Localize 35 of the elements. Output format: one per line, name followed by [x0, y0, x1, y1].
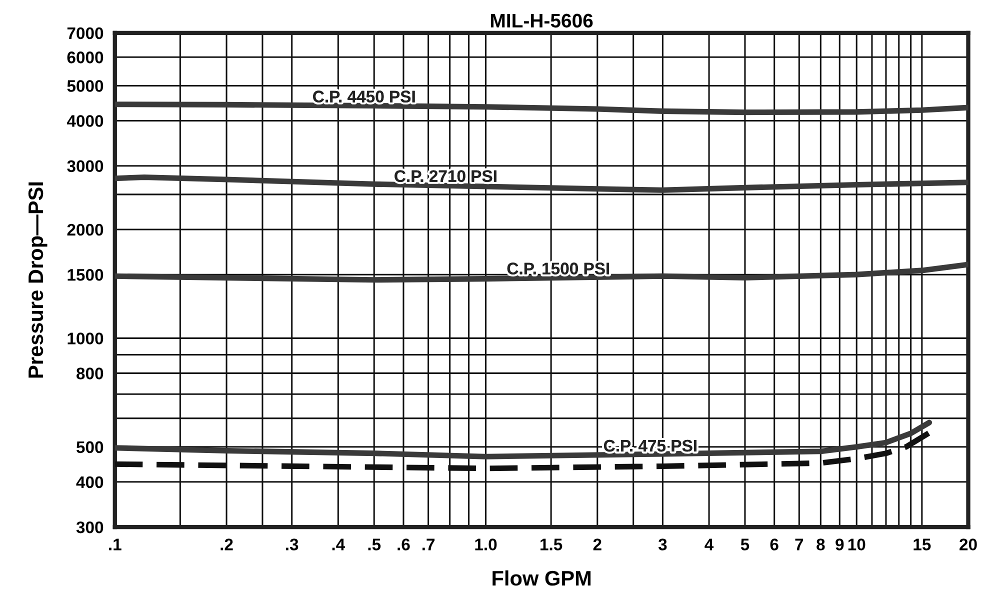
x-tick-label: 4: [704, 538, 714, 550]
x-tick-label: 2: [593, 538, 602, 550]
y-axis-title: Pressure Drop—PSI: [28, 182, 48, 378]
x-tick-label: 8: [816, 538, 825, 550]
x-tick-label: .2: [220, 538, 233, 550]
x-tick-label: 10: [848, 538, 866, 550]
x-tick-label: .3: [286, 538, 298, 550]
y-tick-label: 2000: [67, 224, 104, 236]
x-tick-label: .5: [368, 538, 381, 550]
chart-title: MIL-H-5606: [491, 14, 593, 28]
y-tick-label: 800: [76, 368, 104, 380]
y-tick-label: 300: [76, 521, 104, 534]
x-tick-label: 7: [795, 538, 804, 550]
y-tick-label: 1000: [68, 332, 104, 344]
y-tick-label: 400: [76, 476, 104, 488]
x-tick-label: 1.0: [475, 538, 497, 550]
y-tick-label: 6000: [67, 52, 104, 64]
x-tick-label: .1: [109, 538, 122, 550]
y-tick-label: 3000: [67, 160, 104, 172]
x-tick-label: .4: [332, 538, 346, 550]
x-tick-label: .6: [398, 538, 410, 550]
x-axis-title: Flow GPM: [492, 570, 591, 586]
x-tick-label: 3: [658, 538, 667, 550]
x-tick-label: 1.5: [540, 538, 562, 550]
x-tick-label: .7: [422, 538, 435, 550]
x-tick-label: 9: [836, 538, 844, 550]
x-tick-label: 20: [960, 538, 977, 550]
x-tick-label: 6: [770, 538, 778, 550]
y-tick-label: 4000: [66, 115, 104, 127]
x-tick-label: 15: [914, 538, 931, 550]
y-tick-label: 500: [76, 441, 104, 454]
x-tick-label: 5: [740, 538, 750, 550]
y-tick-label: 5000: [67, 80, 104, 92]
y-tick-label: 7000: [67, 27, 104, 40]
y-tick-label: 1500: [68, 268, 104, 281]
